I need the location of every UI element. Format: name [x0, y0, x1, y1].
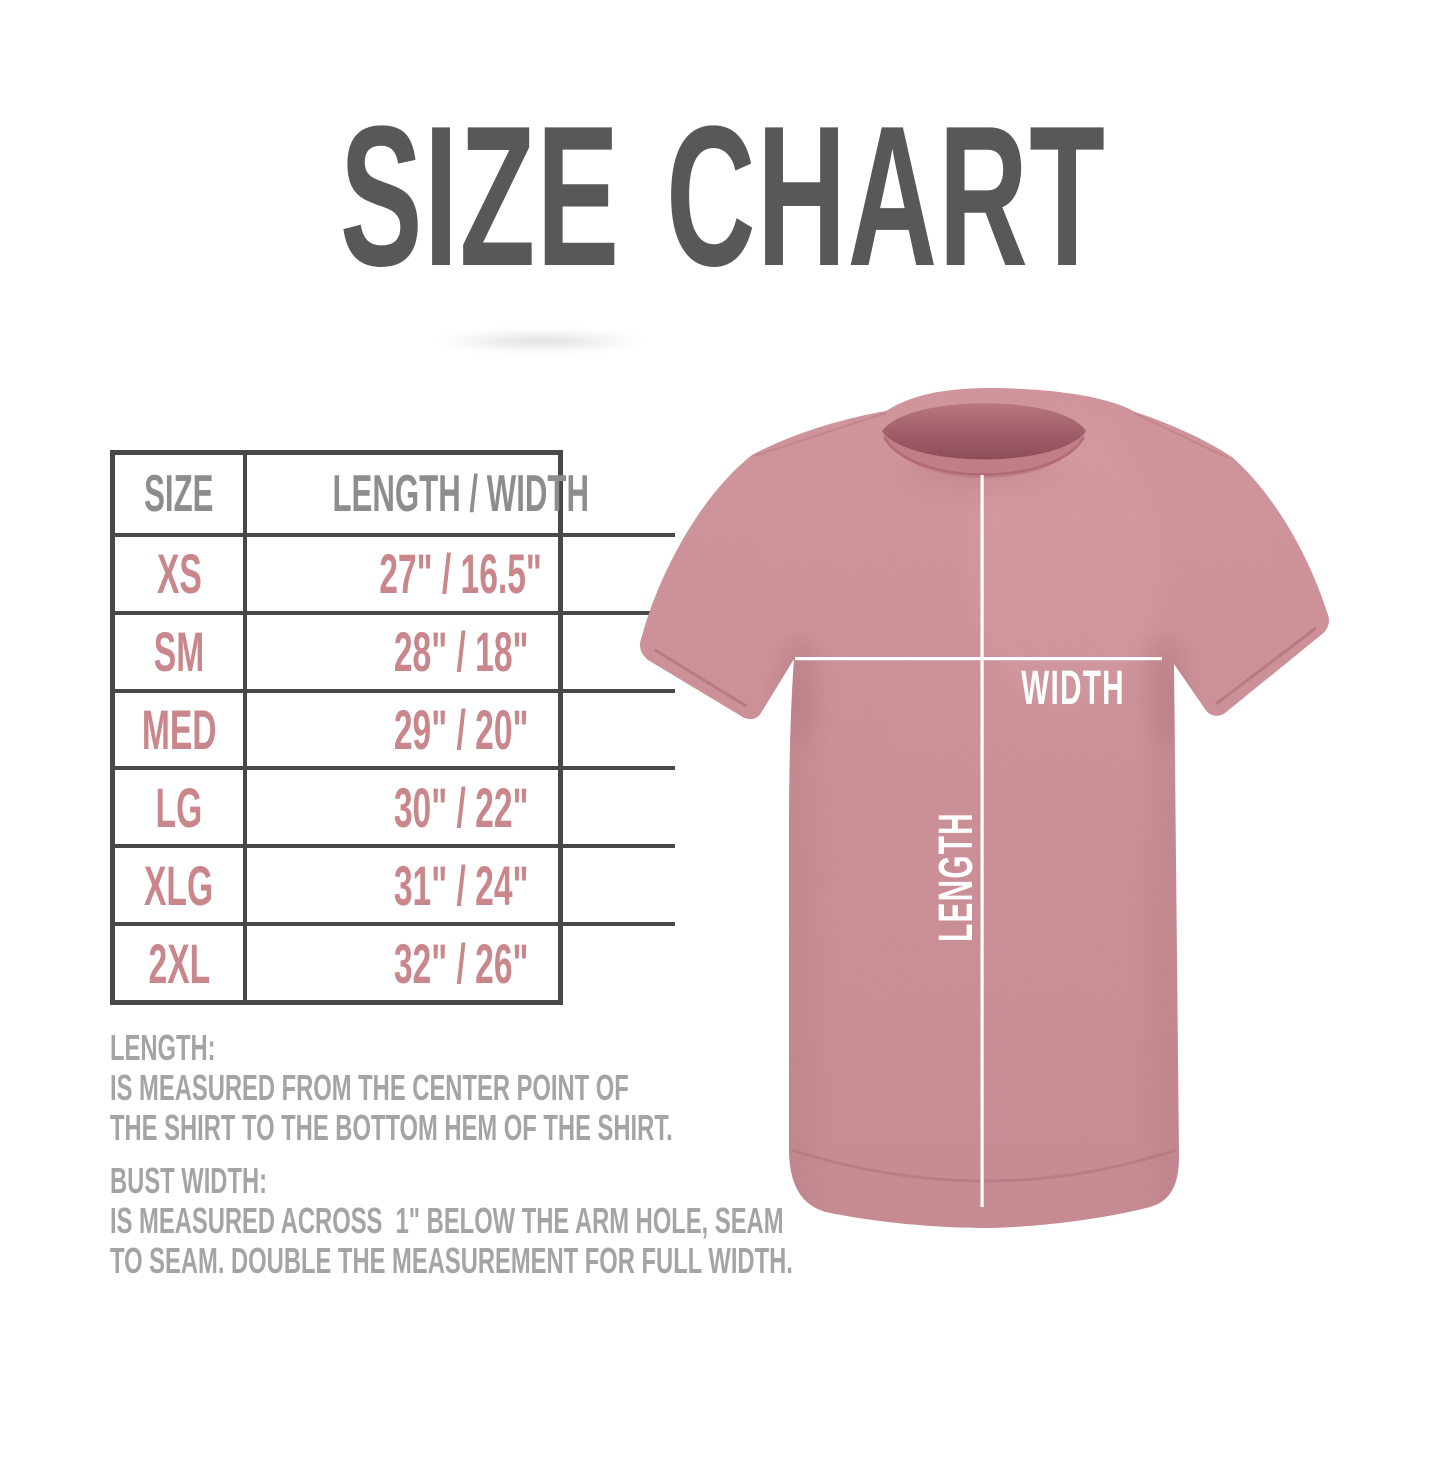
size-cell-2xl: 2XL: [115, 922, 247, 1000]
table-header-size: SIZE: [115, 455, 247, 533]
size-cell-xlg: XLG: [115, 844, 247, 923]
collar-seam: [882, 436, 1086, 476]
size-cell-lg: LG: [115, 766, 247, 845]
table-header-length-width: LENGTH / WIDTH: [247, 455, 675, 533]
table-header-length-width-text: LENGTH / WIDTH: [332, 464, 590, 523]
value-cell-2xl: 32" / 26": [247, 922, 675, 1000]
value-cell-lg-text: 30" / 22": [393, 775, 529, 839]
page-title: SIZE CHART: [0, 89, 1445, 304]
width-line: [795, 657, 1162, 661]
value-cell-xlg: 31" / 24": [247, 844, 675, 922]
size-cell-lg-text: LG: [155, 775, 203, 839]
collar-band: [882, 431, 1086, 479]
size-cell-xs: XS: [115, 532, 247, 611]
width-label: WIDTH: [1021, 662, 1125, 715]
value-cell-med-text: 29" / 20": [393, 697, 529, 761]
bust-width-note-heading: BUST WIDTH:: [110, 1160, 268, 1201]
size-cell-2xl-text: 2XL: [148, 931, 210, 995]
length-line: [980, 475, 984, 1207]
right-shoulder-seam: [1133, 412, 1229, 459]
length-note-heading: LENGTH:: [110, 1027, 216, 1068]
size-table: SIZE LENGTH / WIDTH XS 27" / 16.5" SM 28…: [110, 450, 675, 1005]
value-cell-med: 29" / 20": [247, 688, 675, 767]
length-note: LENGTH: IS MEASURED FROM THE CENTER POIN…: [110, 1028, 1145, 1148]
value-cell-2xl-text: 32" / 26": [393, 931, 529, 995]
value-cell-lg: 30" / 22": [247, 766, 675, 844]
size-cell-med-text: MED: [141, 697, 217, 761]
size-cell-med: MED: [115, 688, 247, 767]
bust-width-note-line2: TO SEAM. DOUBLE THE MEASUREMENT FOR FULL…: [110, 1240, 793, 1281]
table-header-size-text: SIZE: [144, 464, 214, 523]
value-cell-sm: 28" / 18": [247, 610, 675, 689]
length-label: LENGTH: [930, 812, 983, 942]
size-cell-sm: SM: [115, 610, 247, 689]
length-note-line1: IS MEASURED FROM THE CENTER POINT OF: [110, 1067, 629, 1108]
size-cell-xlg-text: XLG: [144, 853, 214, 917]
neck-opening: [882, 403, 1086, 460]
length-note-line2: THE SHIRT TO THE BOTTOM HEM OF THE SHIRT…: [110, 1107, 673, 1148]
size-cell-sm-text: SM: [153, 620, 205, 684]
value-cell-xs: 27" / 16.5": [247, 532, 675, 611]
tshirt-shading: [640, 388, 1329, 1228]
bust-width-note-line1: IS MEASURED ACROSS 1" BELOW THE ARM HOLE…: [110, 1200, 784, 1241]
left-cuff-seam: [654, 648, 747, 708]
shadow-smudge: [433, 329, 648, 353]
bust-width-note: BUST WIDTH: IS MEASURED ACROSS 1" BELOW …: [110, 1161, 1145, 1281]
hem-seam: [791, 1148, 1177, 1183]
page-title-text: SIZE CHART: [339, 85, 1106, 308]
tshirt-graphic: WIDTH LENGTH: [640, 388, 1329, 1228]
value-cell-sm-text: 28" / 18": [393, 620, 529, 684]
right-cuff-seam: [1215, 626, 1317, 706]
value-cell-xlg-text: 31" / 24": [393, 853, 529, 917]
size-cell-xs-text: XS: [156, 542, 202, 606]
left-shoulder-seam: [753, 412, 887, 457]
value-cell-xs-text: 27" / 16.5": [379, 542, 543, 606]
measurement-notes: LENGTH: IS MEASURED FROM THE CENTER POIN…: [110, 1028, 1145, 1281]
